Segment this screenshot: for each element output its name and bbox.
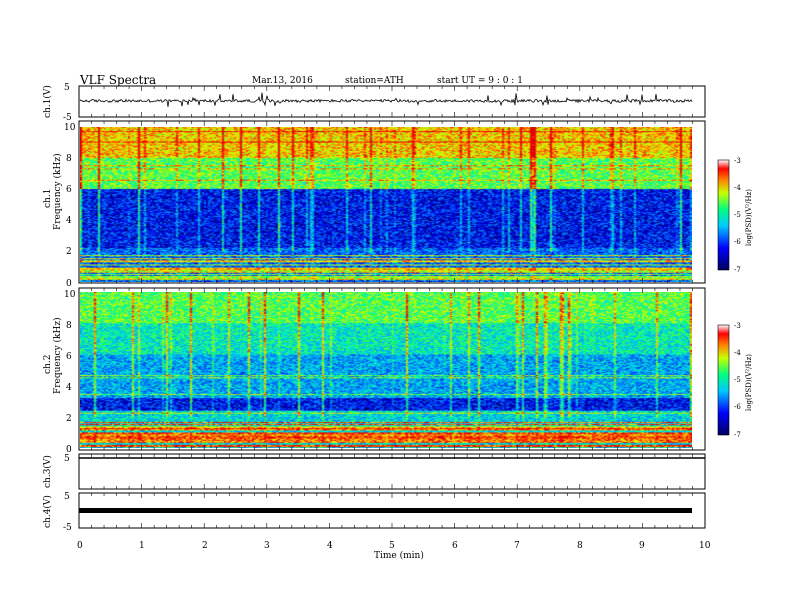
x-tick-label-2: 2 [202,541,208,551]
ch2-frequency-label: Frequency (kHz) [52,317,63,394]
ch1-colorbar-label: log(PSD)(V²/Hz) [745,189,753,246]
x-tick-label-3: 3 [264,541,270,551]
ch2-colorbar [717,324,730,436]
ch1-spectrogram-panel: 10 8 6 4 2 0 ch.1 Frequency (kHz) -3 -4 … [43,120,753,289]
x-tick-label-7: 7 [514,541,520,551]
x-tick-label-8: 8 [577,541,583,551]
ch2-freq-tick-10: 10 [64,290,76,300]
ch1-colorbar [717,159,730,271]
x-tick-label-5: 5 [389,541,395,551]
ch2-freq-tick-4: 4 [66,383,72,393]
ch1-ytick-top: 5 [64,83,70,93]
ch2-cb-tick-4: -4 [734,349,741,357]
x-tick-label-4: 4 [327,541,333,551]
figure-title: VLF Spectra [79,73,156,87]
x-tick-label-10: 10 [699,541,711,551]
ch1-spectrogram-image [80,127,692,282]
ch3-ytick-top: 5 [64,454,70,464]
ch1-frequency-label: Frequency (kHz) [52,153,63,230]
ch2-colorbar-label: log(PSD)(V²/Hz) [745,354,753,411]
ch3-waveform-frame [78,453,706,490]
ch2-cb-tick-3: -3 [734,322,741,330]
ch1-cb-tick-5: -5 [734,211,741,219]
ch2-freq-tick-6: 6 [66,352,72,362]
ch4-ytick-bottom: -5 [63,523,72,533]
ch1-freq-tick-6: 6 [66,185,72,195]
time-ticks [78,86,706,528]
ch3-waveform-panel: 5 ch.3(V) [42,453,706,490]
ch2-cb-tick-6: -6 [734,403,741,411]
ch1-freq-tick-2: 2 [66,247,72,257]
ch4-waveform-trace [79,508,692,513]
station-label: station=ATH [345,76,404,86]
ch1-cb-tick-6: -6 [734,238,741,246]
x-tick-label-0: 0 [77,541,83,551]
ch2-spectrogram-image [80,292,692,448]
ch1-cb-tick-3: -3 [734,157,741,165]
ch1-freq-tick-4: 4 [66,216,72,226]
date-label: Mar.13, 2016 [252,76,313,86]
x-tick-label-9: 9 [639,541,645,551]
ch1-waveform-panel: 5 -5 ch.1(V) [42,83,706,123]
ch2-channel-label: ch.2 [43,355,53,374]
ch4-waveform-ylabel: ch.4(V) [42,495,53,528]
ch1-freq-tick-10: 10 [64,123,76,133]
ch2-freq-tick-2: 2 [66,414,72,424]
ch4-waveform-panel: 5 -5 ch.4(V) [42,492,706,533]
ch3-waveform-ylabel: ch.3(V) [42,455,53,488]
ch4-ytick-top: 5 [64,492,70,502]
ch1-ytick-bottom: -5 [63,113,72,123]
ch1-cb-tick-7: -7 [734,266,741,274]
ch2-freq-tick-8: 8 [66,321,72,331]
ch2-cb-tick-5: -5 [734,376,741,384]
ch1-cb-tick-4: -4 [734,184,741,192]
ch1-waveform-ylabel: ch.1(V) [42,85,53,118]
ch1-freq-tick-0: 0 [66,279,72,289]
ch2-cb-tick-7: -7 [734,431,741,439]
ch2-spectrogram-panel: 10 8 6 4 2 0 ch.2 Frequency (kHz) -3 -4 … [43,287,753,455]
x-tick-label-1: 1 [139,541,145,551]
x-tick-labels: 0 1 2 3 4 5 6 7 8 9 10 [77,541,711,551]
x-tick-label-6: 6 [452,541,458,551]
x-axis-label: Time (min) [374,550,424,561]
ch1-waveform-trace [79,92,693,107]
ch1-channel-label: ch.1 [43,189,53,208]
start-time-label: start UT = 9 : 0 : 1 [437,76,523,86]
ch2-freq-tick-0: 0 [66,445,72,455]
ch1-freq-tick-8: 8 [66,154,72,164]
